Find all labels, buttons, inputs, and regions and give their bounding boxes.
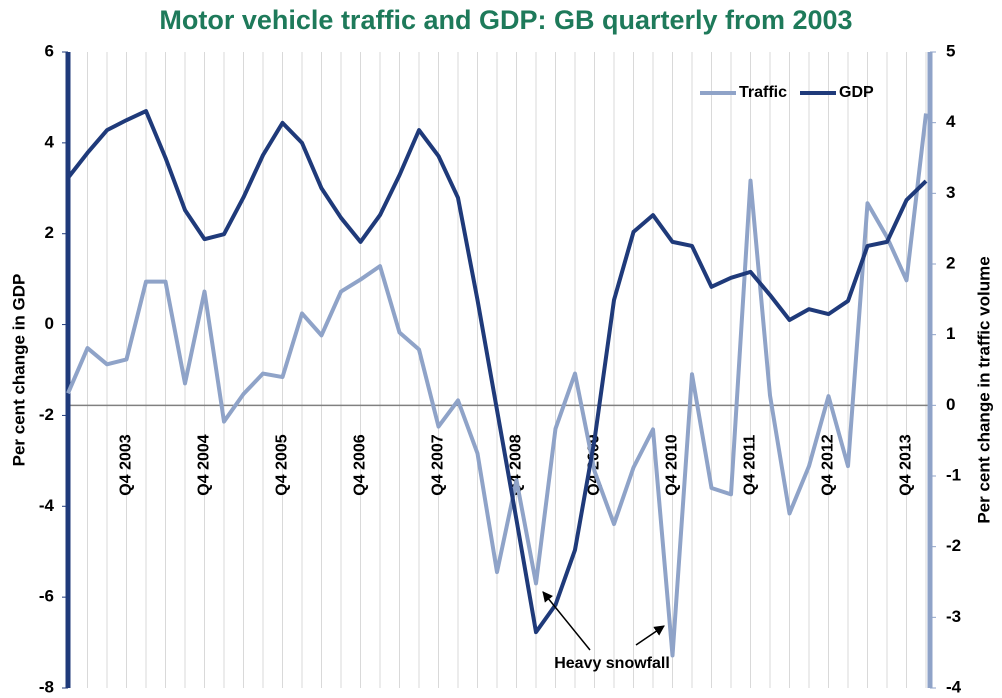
y2-tick-label: 2: [946, 253, 955, 272]
y-tick-label: 4: [45, 132, 55, 151]
y-axis-title: Per cent change in GDP: [9, 274, 28, 467]
x-tick-label: Q4 2012: [820, 434, 837, 495]
series-line: [66, 109, 928, 635]
chart-title: Motor vehicle traffic and GDP: GB quarte…: [159, 5, 852, 35]
x-tick-label: Q4 2005: [274, 434, 291, 495]
annotation-arrow: [542, 591, 591, 651]
x-tick-label: Q4 2008: [508, 434, 525, 495]
x-tick-label: Q4 2006: [352, 434, 369, 495]
y-tick-label: -2: [39, 405, 54, 424]
y2-tick-label: -2: [946, 536, 961, 555]
series-line: [66, 113, 928, 658]
legend-label: GDP: [839, 84, 874, 101]
x-tick-label: Q4 2004: [196, 434, 213, 495]
x-tick-label: Q4 2013: [898, 434, 915, 495]
x-tick-label: Q4 2007: [430, 434, 447, 495]
y-tick-label: 0: [45, 314, 54, 333]
y2-tick-label: -4: [946, 677, 962, 696]
y-tick-label: 6: [45, 41, 54, 60]
y2-axis-title: Per cent change in traffic volume: [974, 256, 993, 523]
y-tick-label: 2: [45, 223, 54, 242]
annotation-arrow: [635, 625, 665, 646]
annotation: Heavy snowfall: [554, 655, 670, 672]
x-tick-label: Q4 2011: [742, 435, 759, 496]
x-tick-label: Q4 2003: [118, 434, 135, 495]
y2-tick-label: 4: [946, 112, 956, 131]
x-tick-label: Q4 2010: [664, 434, 681, 495]
y2-tick-label: 1: [946, 324, 955, 343]
y2-tick-label: 0: [946, 395, 955, 414]
y2-tick-label: -1: [946, 465, 961, 484]
y2-tick-label: 3: [946, 183, 955, 202]
y-tick-label: -8: [39, 677, 54, 696]
y-tick-label: -4: [39, 496, 55, 515]
y2-tick-label: -3: [946, 607, 961, 626]
y-tick-label: -6: [39, 587, 54, 606]
legend-label: Traffic: [739, 84, 787, 101]
y2-tick-label: 5: [946, 41, 955, 60]
